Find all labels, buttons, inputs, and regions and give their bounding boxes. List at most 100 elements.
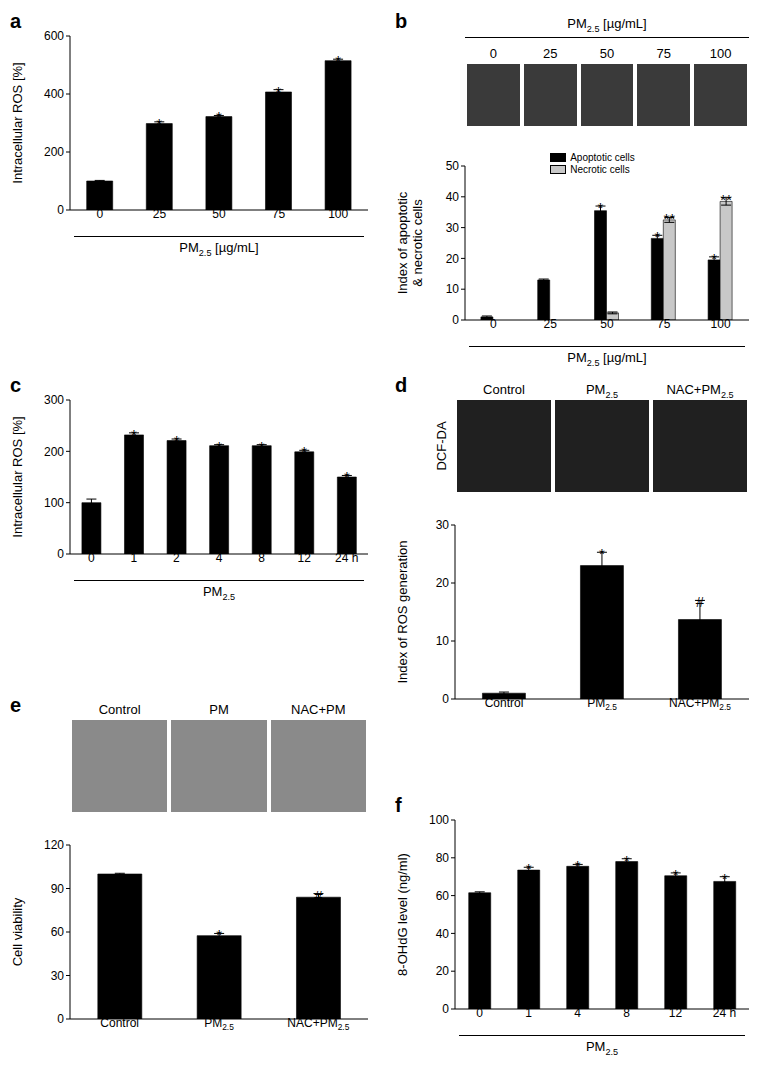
svg-text:10: 10 [446,282,460,296]
svg-text:& necrotic cells: & necrotic cells [410,199,425,287]
svg-text:*: * [259,438,265,455]
svg-text:12: 12 [669,1006,683,1020]
svg-text:0: 0 [88,551,95,565]
svg-text:*: * [722,870,728,887]
svg-text:30: 30 [51,969,65,983]
svg-text:*: * [156,115,162,132]
svg-text:0: 0 [57,203,64,217]
svg-text:200: 200 [44,145,64,159]
svg-text:*: * [575,857,581,874]
svg-text:*: * [276,83,282,100]
svg-text:60: 60 [51,925,65,939]
svg-text:Control: Control [485,696,524,710]
svg-text:PM2.5: PM2.5 [204,1016,234,1032]
svg-text:0: 0 [490,317,497,331]
svg-text:**: ** [663,210,675,227]
svg-text:90: 90 [51,882,65,896]
svg-text:*: * [526,860,532,877]
svg-text:75: 75 [657,317,671,331]
svg-text:50: 50 [446,159,460,173]
svg-text:100: 100 [328,207,348,221]
svg-text:30: 30 [436,518,450,532]
svg-text:10: 10 [436,634,450,648]
svg-text:*: * [344,468,350,485]
svg-text:60: 60 [436,889,450,903]
svg-text:80: 80 [436,851,450,865]
svg-text:#: # [314,887,323,904]
svg-text:*: * [335,52,341,69]
svg-text:25: 25 [153,207,167,221]
svg-text:50: 50 [212,207,226,221]
svg-text:**: ** [720,191,732,208]
svg-text:0: 0 [57,1012,64,1026]
svg-text:30: 30 [446,221,460,235]
svg-text:*: * [216,108,222,125]
svg-text:*: * [654,228,660,245]
svg-text:600: 600 [44,29,64,43]
svg-text:120: 120 [44,838,64,852]
svg-text:#: # [696,593,705,610]
svg-text:Index of apoptotic: Index of apoptotic [395,191,410,294]
html-text:PM2.5: PM2.5 [585,1039,619,1057]
svg-text:0: 0 [442,1002,449,1016]
svg-text:20: 20 [446,252,460,266]
svg-text:*: * [624,852,630,869]
svg-text:1: 1 [131,551,138,565]
svg-text:NAC+PM2.5: NAC+PM2.5 [669,696,731,712]
svg-text:*: * [216,438,222,455]
html-text:50: 50 [599,46,615,61]
svg-text:*: * [131,426,137,443]
svg-text:*: * [711,250,717,267]
html-text:PM2.5[µg/mL]: PM2.5[µg/mL] [179,240,259,258]
svg-text:2: 2 [173,551,180,565]
svg-text:200: 200 [44,445,64,459]
html-text:PM2.5[µg/mL]: PM2.5[µg/mL] [567,16,647,34]
svg-text:20: 20 [436,576,450,590]
svg-text:75: 75 [272,207,286,221]
svg-text:1: 1 [525,1006,532,1020]
svg-text:*: * [598,199,604,216]
svg-text:400: 400 [44,87,64,101]
svg-text:8-OHdG level (ng/ml): 8-OHdG level (ng/ml) [395,853,410,976]
svg-text:0: 0 [452,313,459,327]
svg-text:4: 4 [216,551,223,565]
svg-text:DCF-DA: DCF-DA [434,421,449,470]
svg-text:100: 100 [711,317,731,331]
svg-text:40: 40 [436,927,450,941]
svg-text:12: 12 [297,551,311,565]
svg-text:24 h: 24 h [713,1006,736,1020]
html-text:PM2.5: PM2.5 [585,382,619,400]
svg-text:25: 25 [544,317,558,331]
svg-text:Control: Control [100,1016,139,1030]
svg-text:24 h: 24 h [335,551,358,565]
svg-text:*: * [174,432,180,449]
svg-text:Index of ROS generation: Index of ROS generation [395,540,410,683]
svg-text:*: * [301,443,307,460]
svg-text:40: 40 [446,190,460,204]
html-text:75: 75 [656,46,671,61]
svg-text:8: 8 [623,1006,630,1020]
svg-text:*: * [599,545,605,562]
svg-text:NAC+PM2.5: NAC+PM2.5 [287,1016,349,1032]
svg-text:*: * [673,866,679,883]
svg-text:300: 300 [44,393,64,407]
svg-text:0: 0 [57,547,64,561]
svg-text:100: 100 [44,496,64,510]
svg-text:20: 20 [436,964,450,978]
svg-text:0: 0 [442,692,449,706]
html-text:PM2.5: PM2.5 [202,584,236,602]
svg-text:100: 100 [429,813,449,827]
svg-text:8: 8 [258,551,265,565]
svg-text:4: 4 [574,1006,581,1020]
html-text:PM2.5[µg/mL]: PM2.5[µg/mL] [567,350,647,368]
svg-text:0: 0 [476,1006,483,1020]
html-text:25: 25 [543,46,558,61]
svg-text:Cell viability: Cell viability [10,897,25,966]
html-text:NAC+ PM2.5: NAC+ PM2.5 [666,382,734,400]
svg-text:PM2.5: PM2.5 [587,696,617,712]
svg-text:0: 0 [96,207,103,221]
svg-text:Intracellular ROS [%]: Intracellular ROS [%] [10,416,25,537]
svg-text:50: 50 [600,317,614,331]
svg-text:Intracellular ROS [%]: Intracellular ROS [%] [10,62,25,183]
svg-text:*: * [216,926,222,943]
